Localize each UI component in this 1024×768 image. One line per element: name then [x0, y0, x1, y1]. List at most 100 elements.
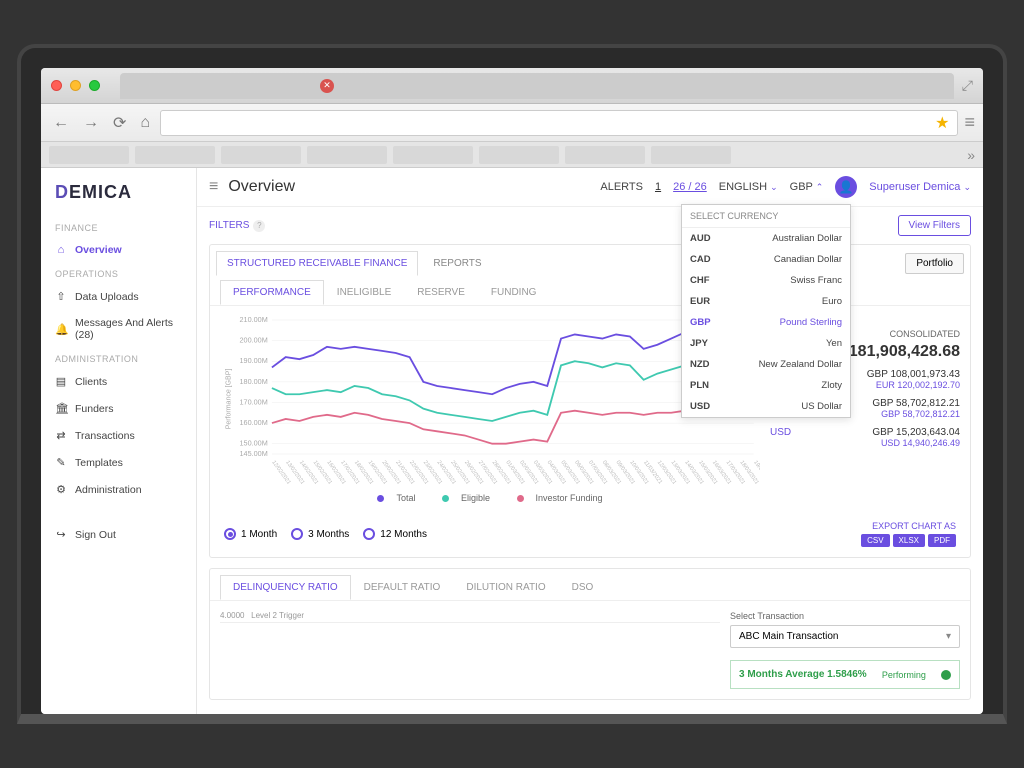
sidebar-item[interactable]: ✎Templates	[41, 449, 196, 476]
export-xlsx-button[interactable]: XLSX	[893, 534, 925, 547]
svg-text:160.00M: 160.00M	[240, 419, 268, 427]
tab-close-icon[interactable]: ✕	[320, 79, 334, 93]
user-menu[interactable]: Superuser Demica ⌄	[869, 181, 971, 193]
portfolio-button[interactable]: Portfolio	[905, 253, 964, 274]
tab-performance[interactable]: PERFORMANCE	[220, 280, 324, 305]
chevron-down-icon: ⌄	[963, 182, 971, 192]
browser-tab[interactable]: ✕	[120, 73, 954, 99]
expand-icon[interactable]: ⤢	[962, 77, 973, 94]
lang-dropdown[interactable]: ENGLISH ⌄	[719, 181, 778, 193]
sidebar-item-label: Administration	[75, 484, 142, 496]
sidebar-item-label: Sign Out	[75, 529, 116, 541]
sidebar-item[interactable]: ⌂ Overview	[41, 237, 196, 263]
svg-text:200.00M: 200.00M	[240, 337, 268, 345]
tab-structured[interactable]: STRUCTURED RECEIVABLE FINANCE	[216, 251, 418, 276]
chevron-down-icon: ▾	[946, 631, 951, 642]
url-bar[interactable]: ★	[160, 110, 958, 136]
sidebar-item-label: Funders	[75, 403, 114, 415]
currency-dropdown-panel: SELECT CURRENCY AUDAustralian DollarCADC…	[681, 204, 851, 418]
chart-legend: Total Eligible Investor Funding	[220, 489, 760, 503]
delinquency-chart: 4.0000 Level 2 Trigger	[220, 611, 720, 689]
tab-dilution[interactable]: DILUTION RATIO	[453, 575, 558, 600]
tab-ineligible[interactable]: INELIGIBLE	[324, 280, 404, 305]
sidebar: DEMICA FINANCE⌂OverviewOPERATIONS⇧Data U…	[41, 168, 197, 714]
radio-3months[interactable]: 3 Months	[291, 528, 349, 540]
page-title: Overview	[228, 178, 295, 196]
currency-option[interactable]: NZDNew Zealand Dollar	[682, 354, 850, 375]
window-maximize[interactable]	[89, 80, 100, 91]
tab-default[interactable]: DEFAULT RATIO	[351, 575, 454, 600]
menu-icon[interactable]: ≡	[964, 112, 975, 133]
bookmark-item[interactable]	[651, 146, 731, 164]
svg-text:210.00M: 210.00M	[240, 316, 268, 324]
sidebar-item[interactable]: ⇧ Data Uploads	[41, 283, 196, 310]
dropdown-header: SELECT CURRENCY	[682, 205, 850, 228]
hamburger-icon[interactable]: ≡	[209, 178, 218, 196]
chevron-up-icon: ⌃	[816, 182, 824, 192]
sidebar-item-label: Data Uploads	[75, 291, 139, 303]
sidebar-item[interactable]: ⇄Transactions	[41, 422, 196, 449]
view-filters-button[interactable]: View Filters	[898, 215, 972, 236]
tab-dso[interactable]: DSO	[559, 575, 607, 600]
svg-text:180.00M: 180.00M	[240, 378, 268, 386]
tab-reports[interactable]: REPORTS	[422, 251, 492, 276]
bookmark-item[interactable]	[565, 146, 645, 164]
currency-option[interactable]: CADCanadian Dollar	[682, 249, 850, 270]
sidebar-icon: 🔔	[55, 323, 67, 336]
browser-tab-bar: ✕ ⤢	[41, 68, 983, 104]
forward-icon[interactable]: →	[79, 110, 103, 136]
sidebar-item[interactable]: 🔔Messages And Alerts (28)	[41, 310, 196, 348]
bookmark-star-icon[interactable]: ★	[935, 113, 949, 133]
sidebar-item[interactable]: ▤Clients	[41, 368, 196, 395]
currency-option[interactable]: CHFSwiss Franc	[682, 270, 850, 291]
bookmark-item[interactable]	[307, 146, 387, 164]
sidebar-item-label: Transactions	[75, 430, 135, 442]
sidebar-item[interactable]: 🏛Funders	[41, 395, 196, 422]
radio-12months[interactable]: 12 Months	[363, 528, 427, 540]
currency-option[interactable]: AUDAustralian Dollar	[682, 228, 850, 249]
currency-option[interactable]: USDUS Dollar	[682, 396, 850, 417]
sidebar-signout[interactable]: ↪ Sign Out	[41, 521, 196, 548]
window-minimize[interactable]	[70, 80, 81, 91]
export-label: EXPORT CHART AS	[861, 521, 956, 531]
bookmark-item[interactable]	[221, 146, 301, 164]
home-icon[interactable]: ⌂	[136, 110, 154, 136]
tab-reserve[interactable]: RESERVE	[404, 280, 478, 305]
svg-text:150.00M: 150.00M	[240, 440, 268, 448]
radio-1month[interactable]: 1 Month	[224, 528, 277, 540]
sidebar-icon: ⇧	[55, 290, 67, 303]
bookmark-item[interactable]	[479, 146, 559, 164]
window-close[interactable]	[51, 80, 62, 91]
svg-text:190.00M: 190.00M	[240, 357, 268, 365]
export-csv-button[interactable]: CSV	[861, 534, 889, 547]
bookmark-item[interactable]	[49, 146, 129, 164]
signout-icon: ↪	[55, 528, 67, 541]
sidebar-icon: ⌂	[55, 244, 67, 256]
browser-toolbar: ← → ⟳ ⌂ ★ ≡	[41, 104, 983, 142]
alerts-count-2[interactable]: 26 / 26	[673, 181, 707, 193]
sidebar-item-label: Overview	[75, 244, 122, 256]
bookmark-item[interactable]	[135, 146, 215, 164]
sidebar-icon: ⚙	[55, 483, 67, 496]
sidebar-item[interactable]: ⚙ Administration	[41, 476, 196, 503]
currency-option[interactable]: EUREuro	[682, 291, 850, 312]
svg-text:170.00M: 170.00M	[240, 399, 268, 407]
bookmark-item[interactable]	[393, 146, 473, 164]
export-pdf-button[interactable]: PDF	[928, 534, 956, 547]
tab-funding[interactable]: FUNDING	[478, 280, 550, 305]
tab-delinquency[interactable]: DELINQUENCY RATIO	[220, 575, 351, 600]
currency-dropdown[interactable]: GBP ⌃	[790, 181, 824, 193]
back-icon[interactable]: ←	[49, 110, 73, 136]
chevron-down-icon: ⌄	[770, 182, 778, 192]
currency-option[interactable]: GBPPound Sterling	[682, 312, 850, 333]
select-transaction[interactable]: ABC Main Transaction ▾	[730, 625, 960, 648]
currency-option[interactable]: JPYYen	[682, 333, 850, 354]
avatar-icon[interactable]: 👤	[835, 176, 857, 198]
reload-icon[interactable]: ⟳	[109, 109, 130, 137]
select-transaction-label: Select Transaction	[730, 611, 960, 621]
help-icon[interactable]: ?	[253, 220, 265, 232]
bookmark-more-icon[interactable]: »	[967, 147, 975, 163]
currency-option[interactable]: PLNZloty	[682, 375, 850, 396]
average-box: 3 Months Average 1.5846% Performing	[730, 660, 960, 689]
alerts-count-1[interactable]: 1	[655, 181, 661, 193]
